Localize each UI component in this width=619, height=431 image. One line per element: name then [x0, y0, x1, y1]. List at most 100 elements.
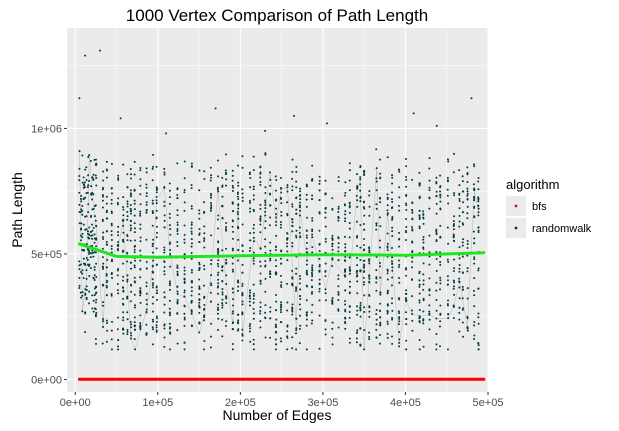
randomwalk-point [379, 196, 382, 199]
randomwalk-point [252, 240, 255, 243]
randomwalk-point [418, 309, 421, 312]
randomwalk-point [217, 241, 220, 244]
randomwalk-point [356, 331, 359, 334]
randomwalk-point [359, 327, 362, 330]
randomwalk-point [356, 264, 359, 267]
randomwalk-point [275, 216, 278, 219]
randomwalk-point [355, 271, 358, 274]
randomwalk-point [252, 251, 255, 254]
randomwalk-point [116, 231, 119, 234]
randomwalk-point [397, 168, 400, 171]
randomwalk-point [93, 241, 96, 244]
randomwalk-point [280, 274, 282, 277]
legend-dot-randomwalk [514, 226, 518, 230]
randomwalk-point [217, 303, 220, 306]
randomwalk-point [139, 212, 142, 215]
randomwalk-point [379, 302, 382, 305]
randomwalk-point [155, 236, 158, 239]
randomwalk-point [337, 242, 340, 245]
randomwalk-point [295, 317, 298, 320]
randomwalk-point [453, 281, 456, 284]
randomwalk-point [85, 243, 88, 246]
randomwalk-point [368, 251, 371, 254]
randomwalk-point [280, 311, 283, 314]
randomwalk-point [225, 225, 228, 228]
randomwalk-point [87, 174, 90, 177]
randomwalk-point [446, 302, 449, 305]
randomwalk-point [279, 220, 282, 223]
randomwalk-point [359, 197, 362, 200]
randomwalk-point [145, 238, 148, 241]
randomwalk-point [337, 176, 340, 179]
randomwalk-point [190, 309, 193, 312]
randomwalk-point [259, 306, 262, 309]
randomwalk-point [221, 185, 224, 188]
randomwalk-point [279, 308, 282, 311]
randomwalk-point [203, 240, 206, 243]
randomwalk-point [435, 124, 438, 127]
randomwalk-point [286, 309, 289, 312]
randomwalk-point [311, 303, 314, 306]
randomwalk-point [116, 283, 119, 286]
randomwalk-point [133, 266, 136, 269]
randomwalk-point [221, 249, 224, 252]
randomwalk-point [183, 289, 186, 292]
randomwalk-point [252, 223, 255, 226]
randomwalk-point [252, 317, 255, 320]
randomwalk-point [311, 198, 314, 201]
randomwalk-point [225, 153, 228, 156]
randomwalk-point [398, 231, 401, 234]
x-tick-label: 2e+05 [225, 397, 256, 409]
randomwalk-point [94, 219, 97, 222]
randomwalk-point [203, 232, 206, 235]
randomwalk-point [461, 255, 464, 258]
randomwalk-point [318, 347, 321, 350]
randomwalk-point [105, 202, 108, 205]
randomwalk-point [348, 341, 351, 344]
randomwalk-point [85, 269, 88, 272]
randomwalk-point [217, 265, 220, 268]
randomwalk-point [145, 303, 148, 306]
randomwalk-point [139, 214, 142, 217]
randomwalk-point [252, 343, 255, 346]
randomwalk-point [368, 259, 371, 262]
randomwalk-point [190, 187, 193, 190]
randomwalk-point [473, 338, 476, 341]
randomwalk-point [286, 325, 289, 328]
randomwalk-point [453, 293, 456, 296]
randomwalk-point [411, 319, 414, 322]
randomwalk-point [331, 234, 334, 237]
randomwalk-point [298, 226, 301, 229]
randomwalk-point [133, 264, 136, 267]
randomwalk-point [217, 190, 220, 193]
randomwalk-point [190, 290, 193, 293]
randomwalk-point [101, 199, 104, 202]
randomwalk-point [134, 304, 137, 307]
randomwalk-point [249, 291, 252, 294]
randomwalk-point [163, 226, 166, 229]
randomwalk-point [252, 292, 255, 295]
randomwalk-point [348, 189, 351, 192]
randomwalk-point [126, 274, 129, 277]
randomwalk-point [92, 178, 95, 181]
randomwalk-point [151, 179, 154, 182]
randomwalk-point [286, 190, 289, 193]
randomwalk-point [275, 220, 278, 223]
randomwalk-point [237, 164, 240, 167]
randomwalk-point [279, 226, 282, 229]
randomwalk-point [311, 286, 314, 289]
randomwalk-point [129, 189, 132, 192]
randomwalk-point [168, 196, 171, 199]
randomwalk-point [88, 252, 91, 255]
randomwalk-point [355, 337, 358, 340]
randomwalk-point [355, 173, 358, 176]
randomwalk-point [259, 312, 262, 315]
randomwalk-point [129, 192, 132, 195]
randomwalk-point [248, 325, 251, 328]
randomwalk-point [269, 249, 272, 252]
randomwalk-point [305, 263, 308, 266]
randomwalk-point [274, 259, 277, 262]
randomwalk-point [453, 285, 456, 288]
randomwalk-point [306, 216, 309, 219]
randomwalk-point [435, 180, 438, 183]
